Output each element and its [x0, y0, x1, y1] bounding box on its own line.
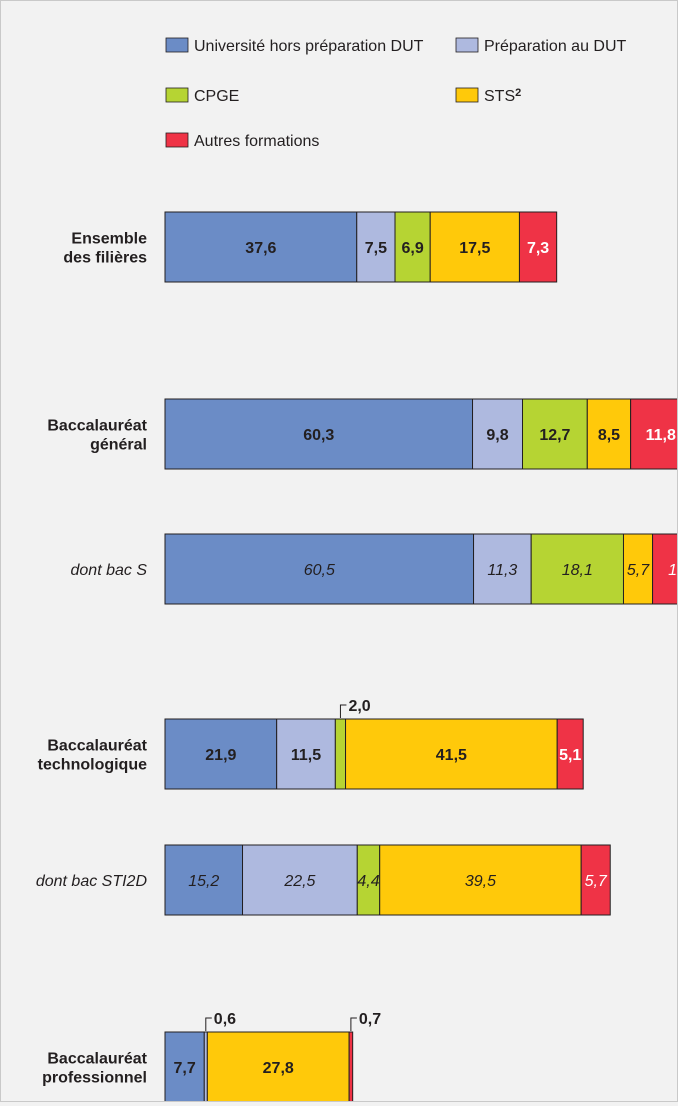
legend-item: CPGE [165, 87, 239, 105]
bar-row: dont bac S 60,5 11,3 18,1 5,7 12,2 [71, 533, 678, 605]
category-label: général [90, 437, 147, 454]
data-label: 41,5 [436, 747, 467, 764]
data-label: 2,0 [348, 698, 370, 715]
data-label: 0,6 [214, 1011, 236, 1028]
bar-segment [356, 211, 396, 283]
data-label: 60,3 [303, 427, 334, 444]
legend-item: STS2 [455, 87, 521, 105]
bar-row: dont bac STI2D 15,2 22,5 4,4 39,5 5,7 [36, 844, 611, 916]
bar-segment [394, 211, 431, 283]
bar-row: Baccalauréat technologique 21,9 11,5 2,0 41,5… [38, 698, 584, 790]
data-label: 27,8 [263, 1060, 294, 1077]
legend-label: CPGE [194, 88, 239, 105]
data-label: 7,3 [527, 240, 549, 257]
legend-superscript: 2 [515, 87, 521, 99]
data-label: 11,5 [291, 747, 321, 764]
legend-swatch [165, 132, 189, 148]
data-label: 7,7 [174, 1060, 196, 1077]
bar-row: Ensemble des filières 37,6 7,5 6,9 17,5 7,3 [63, 211, 558, 283]
bar-segment [242, 844, 358, 916]
bar-segment [530, 533, 624, 605]
bar-segment [276, 718, 336, 790]
bar-segment [164, 718, 278, 790]
callout-leader [350, 1017, 357, 1031]
bar-segment [556, 718, 584, 790]
bar-segment [334, 718, 347, 790]
legend-label: STS2 [484, 87, 521, 105]
bar-segment [164, 211, 358, 283]
data-label: 21,9 [205, 747, 236, 764]
data-label: 6,9 [401, 240, 423, 257]
data-label: 22,5 [283, 873, 315, 890]
data-label: 39,5 [465, 873, 496, 890]
category-label: Baccalauréat [47, 418, 147, 435]
data-label: 18,1 [562, 562, 593, 579]
bar-segment [164, 844, 244, 916]
legend-swatch [455, 37, 479, 53]
data-label: 8,5 [598, 427, 620, 444]
data-label: 17,5 [459, 240, 490, 257]
legend-swatch [165, 37, 189, 53]
bar-segment [580, 844, 611, 916]
category-label: Ensemble [71, 231, 147, 248]
category-label: des filières [63, 250, 147, 267]
bar-segment [379, 844, 582, 916]
bar-segment [586, 398, 632, 470]
data-label: 0,7 [359, 1011, 381, 1028]
bar-segment [652, 533, 678, 605]
category-label: technologique [38, 757, 147, 774]
data-label: 11,3 [487, 562, 517, 579]
bar-segment [472, 398, 524, 470]
legend-label: Préparation au DUT [484, 38, 627, 55]
category-label: professionnel [42, 1070, 147, 1087]
bar-segment [630, 398, 678, 470]
legend-swatch [165, 87, 189, 103]
data-label: 15,2 [188, 873, 219, 890]
legend-item: Université hors préparation DUT [165, 37, 424, 55]
data-label: 7,5 [365, 240, 387, 257]
category-label: dont bac STI2D [36, 873, 148, 890]
data-label: 5,7 [585, 873, 608, 890]
bar-segment [622, 533, 654, 605]
data-label: 9,8 [486, 427, 508, 444]
bar-row: Baccalauréat professionnel 7,7 0,6 27,8 0,7 [42, 1011, 381, 1103]
chart-rows: Ensemble des filières 37,6 7,5 6,9 17,5 7,3 Bac… [36, 211, 678, 1103]
legend-label: Autres formations [194, 133, 319, 150]
data-label: 12,7 [539, 427, 570, 444]
data-label: 11,8 [646, 427, 676, 444]
category-label: dont bac S [71, 562, 148, 579]
bar-row: Baccalauréat général 60,3 9,8 12,7 8,5 11,8 [47, 398, 678, 470]
data-label: 5,7 [627, 562, 650, 579]
bar-segment [345, 718, 558, 790]
bar-segment [518, 211, 558, 283]
bar-segment [164, 398, 474, 470]
bar-segment [522, 398, 588, 470]
legend-item: Préparation au DUT [455, 37, 627, 55]
data-label: 12,2 [668, 562, 677, 579]
bar-segment [164, 533, 475, 605]
bar-segment [206, 1031, 350, 1103]
callout-leader [339, 704, 347, 718]
legend: Université hors préparation DUT Préparati… [165, 37, 627, 150]
category-label: Baccalauréat [47, 738, 147, 755]
data-label: 37,6 [245, 240, 276, 257]
data-label: 4,4 [357, 873, 379, 890]
legend-item: Autres formations [165, 132, 319, 150]
callout-leader [205, 1017, 212, 1031]
bar-segment [164, 1031, 205, 1103]
bar-segment [473, 533, 532, 605]
data-label: 60,5 [304, 562, 335, 579]
legend-label: Université hors préparation DUT [194, 38, 424, 55]
category-label: Baccalauréat [47, 1051, 147, 1068]
bar-segment [348, 1031, 354, 1103]
data-label: 5,1 [559, 747, 581, 764]
bar-segment [429, 211, 520, 283]
legend-swatch [455, 87, 479, 103]
